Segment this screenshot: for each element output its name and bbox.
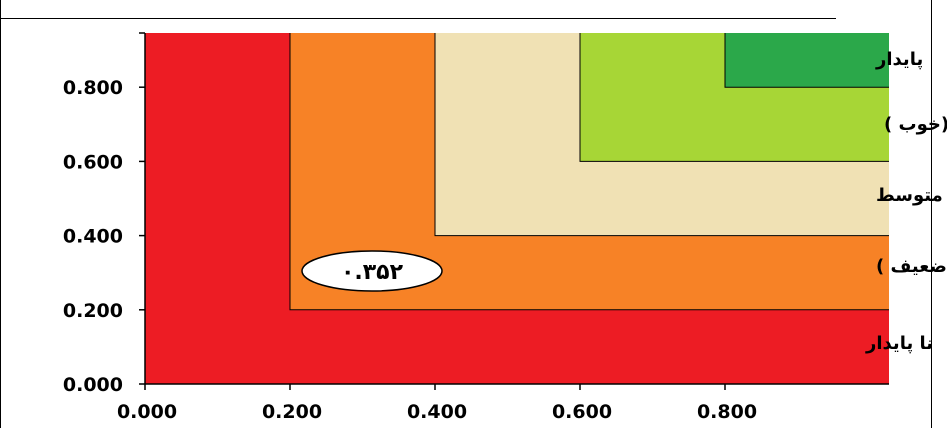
x-tick-label: 0.600 xyxy=(552,401,612,423)
annotation-ellipse xyxy=(301,250,443,292)
zone-label-0: نا پایدار xyxy=(865,333,933,354)
zone-boundary-1 xyxy=(289,33,889,311)
zone-label-4: پایدار xyxy=(875,49,923,70)
x-tick-label: 0.800 xyxy=(697,401,757,423)
y-tick-label: 0.800 xyxy=(63,77,123,99)
zone-label-1: ناپایداری بالقوه (ضعیف ) xyxy=(876,256,947,277)
x-tick-label: 0.000 xyxy=(117,401,177,423)
y-tick-label: 0.400 xyxy=(63,226,123,248)
x-tick-label: 0.400 xyxy=(407,401,467,423)
zone-boundary-4 xyxy=(724,33,889,88)
y-tick-label: 0.000 xyxy=(63,374,123,396)
zone-label-2: متوسط xyxy=(876,185,943,206)
zone-4 xyxy=(725,33,889,88)
zone-label-3: پایداری بالقوه (خوب ) xyxy=(884,114,947,135)
y-tick-label: 0.200 xyxy=(63,300,123,322)
y-tick-label: 0.600 xyxy=(63,151,123,173)
zone-boundary-3 xyxy=(579,33,889,162)
annotation-value: ۰.۳۵۲ xyxy=(341,260,404,285)
zone-boundary-2 xyxy=(434,33,889,237)
x-tick-label: 0.200 xyxy=(262,401,322,423)
